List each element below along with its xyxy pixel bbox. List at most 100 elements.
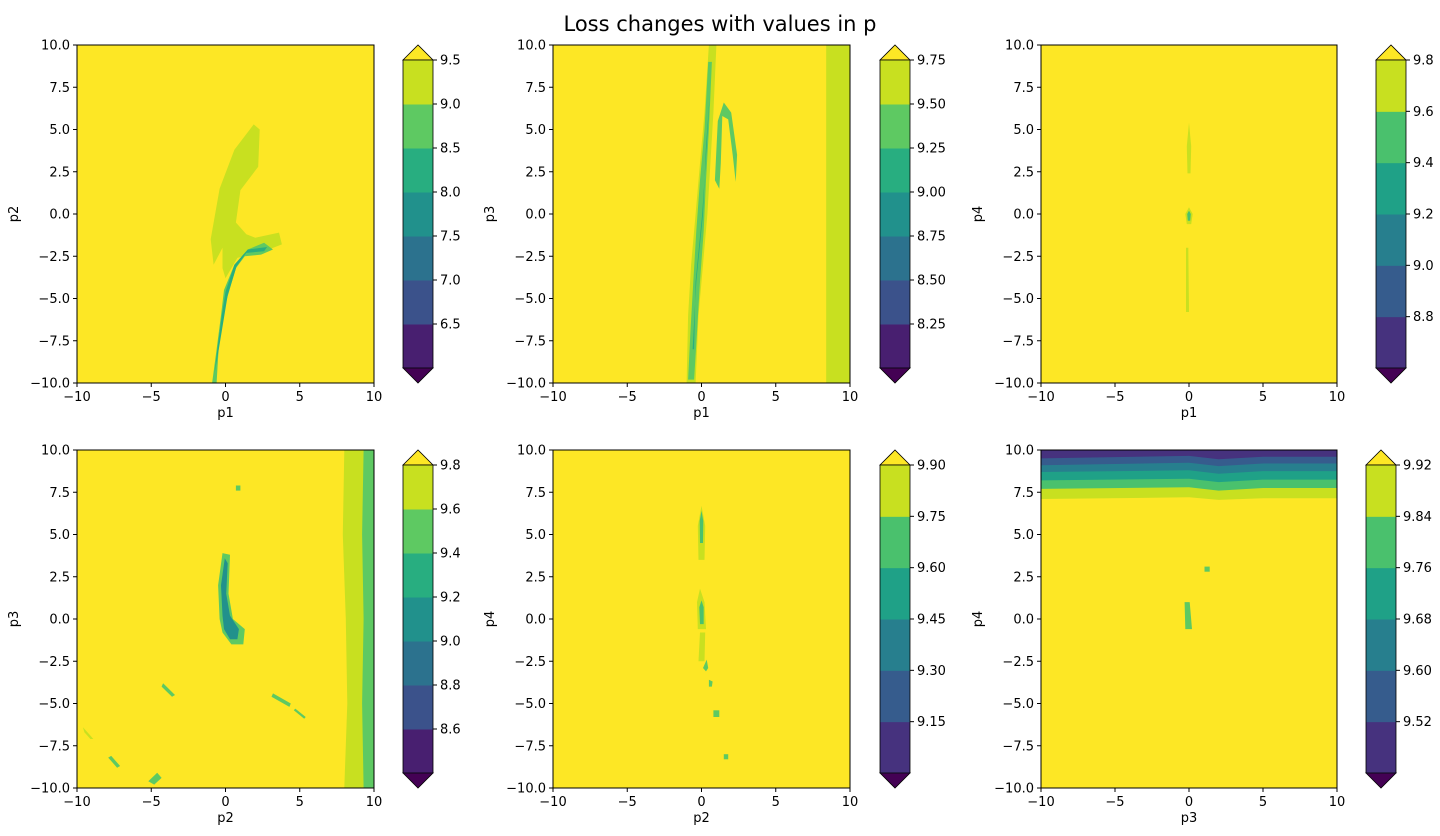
colorbar-band <box>1376 265 1406 318</box>
contour-region-4 <box>1186 247 1189 312</box>
x-tick-label: −5 <box>142 795 161 810</box>
y-tick-label: 10.0 <box>41 444 70 459</box>
x-tick-label: −5 <box>1105 795 1124 810</box>
y-tick-label: 10.0 <box>1005 444 1034 459</box>
x-tick-label: 10 <box>1329 795 1346 810</box>
y-tick-label: −10.0 <box>994 782 1034 797</box>
colorbar: 9.5 9.0 8.5 8.0 7.5 7.0 6.5 <box>402 44 461 384</box>
colorbar-tick-label: 8.25 <box>917 318 946 333</box>
y-tick-label: 0.0 <box>525 208 546 223</box>
x-tick-label: −10 <box>1027 390 1054 405</box>
y-tick-label: 7.5 <box>525 81 546 96</box>
y-tick-label: 2.5 <box>1013 165 1034 180</box>
colorbar-extend-min <box>402 772 434 789</box>
contour-region-9 <box>723 754 729 760</box>
colorbar-tick-label: 9.75 <box>917 510 946 525</box>
contour-region-6 <box>1041 450 1337 460</box>
y-tick-label: −2.5 <box>1002 250 1034 265</box>
colorbar-tick-label: 9.6 <box>1413 105 1434 120</box>
colorbar-tick-label: 9.75 <box>917 54 946 69</box>
x-tick-label: 0 <box>697 390 705 405</box>
colorbar-tick-label: 9.0 <box>1413 259 1434 274</box>
colorbar-band <box>403 148 433 193</box>
y-tick-label: 2.5 <box>49 570 70 585</box>
y-tick-label: −5.0 <box>38 697 70 712</box>
contour-region-6 <box>108 755 121 768</box>
y-tick-label: 5.0 <box>525 123 546 138</box>
x-tick-label: −5 <box>618 795 637 810</box>
colorbar-tick-label: 9.60 <box>917 561 946 576</box>
colorbar-band <box>403 324 433 369</box>
y-tick-label: 7.5 <box>1013 486 1034 501</box>
colorbar-tick-label: 9.0 <box>440 98 461 113</box>
colorbar-tick-label: 9.6 <box>440 503 461 518</box>
colorbar-tick-label: 9.0 <box>440 635 461 650</box>
y-tick-label: 10.0 <box>41 39 70 54</box>
colorbar-band <box>880 324 910 369</box>
colorbar-band <box>880 670 910 723</box>
y-tick-label: 2.5 <box>525 165 546 180</box>
colorbar-band <box>403 509 433 554</box>
x-tick-label: 5 <box>296 795 304 810</box>
contour-region-7 <box>148 772 162 785</box>
x-tick-label: −10 <box>63 795 90 810</box>
contour-region-8 <box>1204 566 1210 572</box>
colorbar-tick-label: 9.8 <box>440 459 461 474</box>
figure-title: Loss changes with values in p <box>563 12 877 36</box>
colorbar-tick-label: 6.5 <box>440 318 461 333</box>
x-tick-label: 5 <box>772 390 780 405</box>
contour-region-10 <box>293 708 306 719</box>
y-tick-label: 7.5 <box>49 486 70 501</box>
colorbar-band <box>880 60 910 105</box>
colorbar-band <box>880 465 910 517</box>
colorbar: 9.90 9.75 9.60 9.45 9.30 9.15 <box>879 449 946 789</box>
y-tick-label: 5.0 <box>525 528 546 543</box>
y-axis-label: p3 <box>7 611 22 628</box>
colorbar-extend-max <box>879 44 911 61</box>
x-tick-label: 0 <box>1185 390 1193 405</box>
x-tick-label: 5 <box>1259 390 1267 405</box>
y-axis-label: p2 <box>7 206 22 223</box>
y-tick-label: −5.0 <box>514 697 546 712</box>
contour-region-7 <box>1184 602 1192 630</box>
colorbar-tick-label: 8.75 <box>917 230 946 245</box>
colorbar-tick-label: 8.5 <box>440 142 461 157</box>
colorbar-frame <box>879 59 911 369</box>
y-tick-label: −10.0 <box>506 782 546 797</box>
y-tick-label: −10.0 <box>30 377 70 392</box>
contour-region-4 <box>714 102 738 189</box>
colorbar-band <box>403 104 433 149</box>
x-tick-label: −5 <box>1105 390 1124 405</box>
y-tick-label: 5.0 <box>1013 528 1034 543</box>
y-tick-label: −7.5 <box>1002 739 1034 754</box>
y-tick-label: 7.5 <box>49 81 70 96</box>
colorbar-tick-label: 9.2 <box>1413 208 1434 223</box>
colorbar-band <box>880 280 910 325</box>
colorbar-band <box>403 641 433 686</box>
contour-panel-5: −10 −5 0 5 10 10.0 7.5 5.0 2.5 0.0 −2.5 −5.0 −7.5 −10… <box>483 444 946 827</box>
colorbar-tick-label: 9.15 <box>917 715 946 730</box>
contour-region-5 <box>692 95 710 350</box>
x-tick-label: −10 <box>539 390 566 405</box>
colorbar-extend-max <box>879 449 911 466</box>
x-tick-label: 10 <box>1329 390 1346 405</box>
contour-region-4 <box>221 558 239 640</box>
colorbar-band <box>1376 60 1406 112</box>
colorbar: 9.8 9.6 9.4 9.2 9.0 8.8 8.6 <box>402 449 461 789</box>
colorbar-band <box>1366 619 1396 671</box>
contour-region-11 <box>235 485 241 491</box>
colorbar-extend-max <box>1375 44 1407 61</box>
y-tick-label: −5.0 <box>514 292 546 307</box>
y-axis-label: p3 <box>483 206 498 223</box>
colorbar-band <box>1376 214 1406 266</box>
y-tick-label: 10.0 <box>517 444 546 459</box>
contour-region-1 <box>826 45 850 383</box>
colorbar-tick-label: 9.45 <box>917 613 946 628</box>
y-tick-label: −10.0 <box>506 377 546 392</box>
colorbar-tick-label: 8.0 <box>440 186 461 201</box>
colorbar-tick-label: 7.5 <box>440 230 461 245</box>
colorbar-frame <box>402 464 434 774</box>
y-tick-label: −7.5 <box>1002 334 1034 349</box>
y-tick-label: −5.0 <box>38 292 70 307</box>
